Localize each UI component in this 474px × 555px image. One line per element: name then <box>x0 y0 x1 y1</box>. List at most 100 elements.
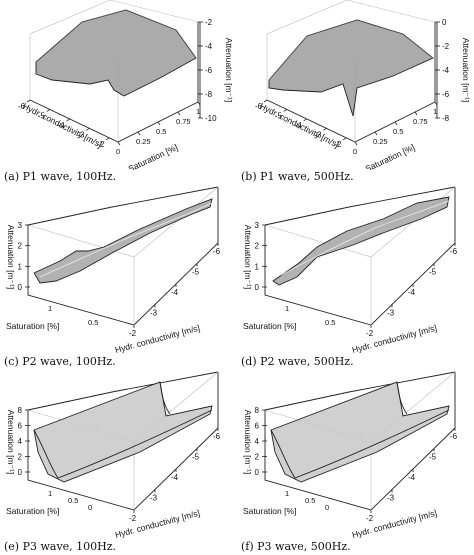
attenuation-tick-label: 6 <box>18 422 23 431</box>
conductivity-tick-label: -6 <box>213 432 221 441</box>
panel-caption: (f) P3 wave, 500Hz. <box>241 540 351 553</box>
attenuation-tick-label: 4 <box>255 437 260 446</box>
conductivity-tick-label: -3 <box>150 309 158 318</box>
conductivity-tick <box>105 137 110 141</box>
attenuation-axis-label: Attenuation [m⁻¹] <box>224 38 234 103</box>
attenuation-tick-label: -8 <box>442 114 450 123</box>
box-edge <box>27 186 219 226</box>
conductivity-tick-label: -3 <box>314 130 322 139</box>
attenuation-tick-label: 3 <box>255 221 260 230</box>
saturation-tick-label: 0.5 <box>325 318 335 327</box>
conductivity-tick-label: -6 <box>213 247 221 256</box>
attenuation-axis-label: Attenuation [m⁻¹] <box>243 410 253 475</box>
conductivity-tick-label: -4 <box>295 121 303 130</box>
attenuation-tick-label: 8 <box>18 406 23 415</box>
attenuation-tick-label: 3 <box>18 221 23 230</box>
panel-caption: (a) P1 wave, 100Hz. <box>4 170 117 183</box>
surface-highlight <box>280 200 450 276</box>
conductivity-tick-label: -6 <box>450 432 458 441</box>
attenuation-tick-label: -4 <box>205 42 213 51</box>
conductivity-tick-label: -6 <box>255 102 263 111</box>
conductivity-tick-label: -5 <box>192 268 200 277</box>
saturation-tick <box>374 131 378 136</box>
attenuation-tick-label: 0 <box>255 283 260 292</box>
attenuation-tick-label: 2 <box>255 453 260 462</box>
saturation-tick <box>197 101 201 106</box>
conductivity-tick-label: -3 <box>150 494 158 503</box>
attenuation-tick-label: 1 <box>18 262 23 271</box>
conductivity-axis-label: Hydr. conductivity [m/s] <box>21 101 103 150</box>
attenuation-axis-label: Attenuation [m⁻¹] <box>6 410 16 475</box>
attenuation-axis-label: Attenuation [m⁻¹] <box>461 38 471 103</box>
surface-edge <box>159 381 171 415</box>
attenuation-tick-label: 2 <box>255 242 260 251</box>
box-edge <box>27 371 219 411</box>
saturation-tick-label: 1 <box>285 304 289 313</box>
saturation-tick-label: 1 <box>433 107 437 116</box>
box-back-edge <box>264 186 456 258</box>
saturation-tick <box>414 111 418 116</box>
attenuation-surface <box>272 196 450 286</box>
chart-panel: 8 6 4 2 0 Attenuation [m⁻¹] -2 -3 -4 -5 -6 Hydr. co… <box>237 370 474 555</box>
attenuation-axis-label: Attenuation [m⁻¹] <box>6 225 16 290</box>
surface-edge <box>396 381 408 415</box>
conductivity-tick-label: -2 <box>366 329 374 338</box>
conductivity-tick-label: -6 <box>18 102 26 111</box>
conductivity-tick-label: -5 <box>38 111 46 120</box>
conductivity-tick <box>303 118 307 122</box>
saturation-axis-label: Saturation [%] <box>6 321 59 331</box>
attenuation-tick-label: 0 <box>442 18 447 27</box>
conductivity-tick-label: -2 <box>334 140 342 149</box>
conductivity-tick-label: -4 <box>171 473 179 482</box>
conductivity-tick <box>66 118 70 122</box>
saturation-axis-label: Saturation [%] <box>364 142 417 170</box>
conductivity-tick-label: -4 <box>171 288 179 297</box>
attenuation-surface <box>268 19 434 117</box>
saturation-tick <box>177 111 181 116</box>
saturation-tick-label: 0.5 <box>88 318 98 327</box>
surface-valley <box>33 409 213 479</box>
saturation-axis-label: Saturation [%] <box>6 506 59 516</box>
conductivity-tick-label: -2 <box>129 514 137 523</box>
attenuation-tick-label: 8 <box>255 406 260 415</box>
conductivity-tick-label: -3 <box>77 130 85 139</box>
conductivity-tick <box>263 99 268 103</box>
conductivity-axis-label: Hydr. conductivity [m/s] <box>351 508 438 540</box>
attenuation-surface <box>270 381 450 483</box>
saturation-tick-label: 0 <box>88 503 92 512</box>
attenuation-tick-label: 1 <box>255 262 260 271</box>
saturation-tick <box>117 141 121 146</box>
attenuation-surface <box>35 9 197 97</box>
attenuation-axis-label: Attenuation [m⁻¹] <box>243 225 253 290</box>
attenuation-tick-label: 2 <box>18 242 23 251</box>
box-edge <box>264 186 456 226</box>
saturation-tick <box>354 141 358 146</box>
attenuation-tick-label: 0 <box>18 468 23 477</box>
panel-caption: (d) P2 wave, 500Hz. <box>241 355 354 368</box>
saturation-tick-label: 1 <box>48 304 52 313</box>
attenuation-surface <box>33 381 213 483</box>
attenuation-tick-label: -2 <box>442 42 450 51</box>
conductivity-tick <box>86 128 90 131</box>
saturation-axis-label: Saturation [%] <box>127 142 180 170</box>
saturation-tick-label: 0.5 <box>156 127 166 136</box>
conductivity-tick-label: -2 <box>366 514 374 523</box>
surface-valley <box>270 409 450 479</box>
conductivity-tick-label: -5 <box>429 453 437 462</box>
saturation-tick-label: 0.75 <box>176 117 191 126</box>
conductivity-axis-label: Hydr. conductivity [m/s] <box>258 101 340 150</box>
saturation-tick-label: 0.5 <box>305 496 315 505</box>
surface-ridge <box>268 19 434 81</box>
saturation-tick-label: 0.5 <box>68 496 78 505</box>
chart-panel: 0 -2 -4 -6 -8 Attenuation [m⁻¹] -6 -5 -4 -3 -2 Hydr… <box>237 0 474 185</box>
saturation-tick-label: 0.5 <box>393 127 403 136</box>
conductivity-tick-label: -3 <box>387 309 395 318</box>
attenuation-tick-label: -10 <box>205 114 217 123</box>
conductivity-tick-label: -4 <box>408 473 416 482</box>
conductivity-tick-label: -5 <box>275 111 283 120</box>
conductivity-axis-label: Hydr. conductivity [m/s] <box>114 323 201 355</box>
attenuation-tick-label: -6 <box>205 66 213 75</box>
